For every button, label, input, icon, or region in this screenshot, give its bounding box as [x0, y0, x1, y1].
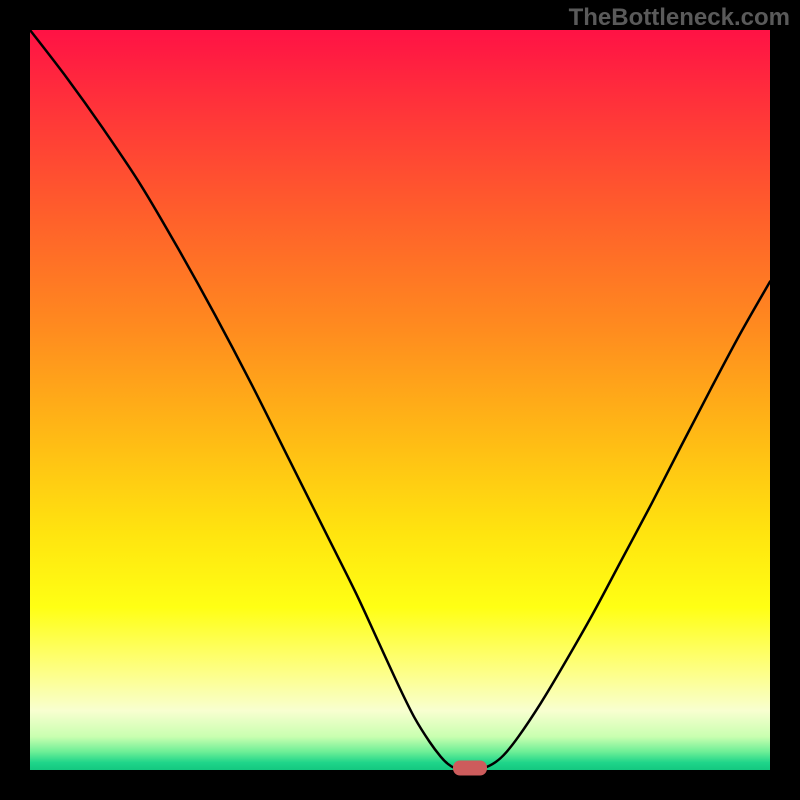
curve-path [30, 30, 770, 770]
bottleneck-chart [30, 30, 770, 770]
optimal-marker [453, 760, 487, 775]
watermark-text: TheBottleneck.com [569, 4, 790, 32]
bottleneck-curve [30, 30, 770, 770]
